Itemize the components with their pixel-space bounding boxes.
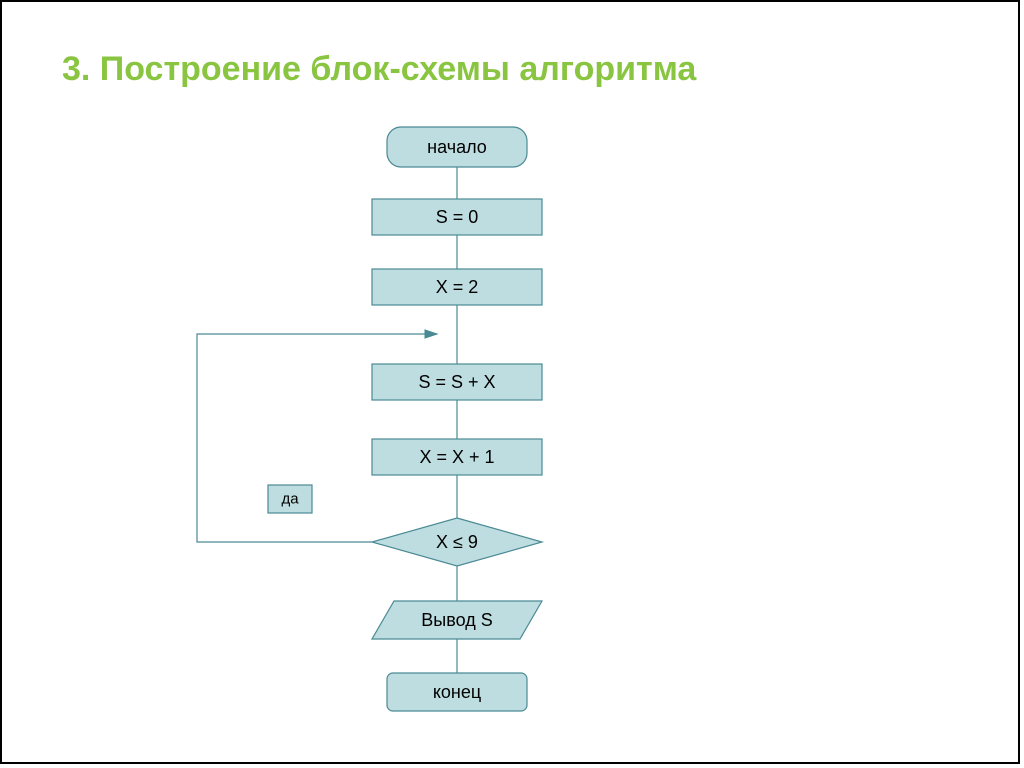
node-label-cond: X ≤ 9 xyxy=(436,532,478,552)
node-start: начало xyxy=(387,127,527,167)
node-label-ssx: S = S + X xyxy=(418,372,495,392)
node-out: Вывод S xyxy=(372,601,542,639)
node-xx1: X = X + 1 xyxy=(372,439,542,475)
node-label-xx1: X = X + 1 xyxy=(419,447,494,467)
slide-frame: 3. Построение блок-схемы алгоритма начал… xyxy=(0,0,1020,764)
node-cond: X ≤ 9 xyxy=(372,518,542,566)
node-label-start: начало xyxy=(427,137,487,157)
arrowhead-cond-ssx xyxy=(425,330,437,338)
node-yes_lbl: да xyxy=(268,485,312,513)
node-label-x2: X = 2 xyxy=(436,277,479,297)
flowchart-canvas: начало S = 0 X = 2 S = S + X X = X + 1 X ≤ 9 В… xyxy=(2,2,1022,766)
node-label-s0: S = 0 xyxy=(436,207,479,227)
node-s0: S = 0 xyxy=(372,199,542,235)
node-label-out: Вывод S xyxy=(421,610,492,630)
node-end: конец xyxy=(387,673,527,711)
node-x2: X = 2 xyxy=(372,269,542,305)
node-label-yes_lbl: да xyxy=(281,491,299,508)
node-label-end: конец xyxy=(433,682,481,702)
node-ssx: S = S + X xyxy=(372,364,542,400)
